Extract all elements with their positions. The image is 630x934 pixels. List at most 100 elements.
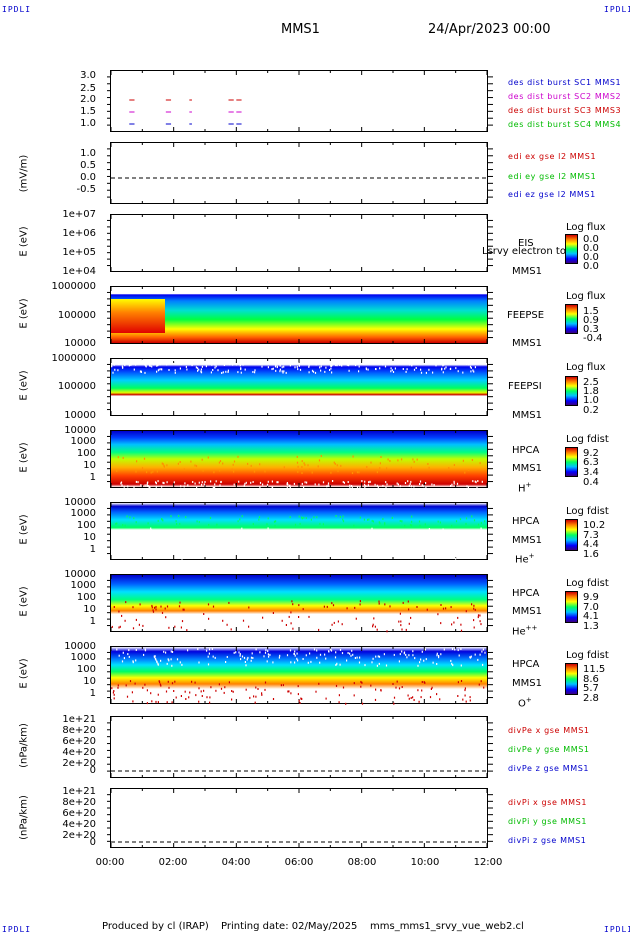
spectrogram-pixel bbox=[152, 470, 154, 473]
spectrogram-pixel bbox=[173, 359, 175, 361]
spectrogram-pixel bbox=[116, 522, 118, 525]
spectrogram-pixel bbox=[259, 481, 262, 484]
spectrogram-pixel bbox=[364, 483, 366, 486]
spectrogram-pixel bbox=[308, 371, 310, 374]
spectrogram-pixel bbox=[293, 652, 295, 655]
spectrogram-pixel bbox=[451, 648, 454, 650]
spectrogram-pixel bbox=[205, 546, 207, 548]
spectrogram-pixel bbox=[156, 370, 158, 373]
spectrogram-pixel bbox=[115, 522, 117, 525]
spectrogram-pixel bbox=[389, 605, 391, 608]
spectrogram-pixel bbox=[314, 483, 316, 486]
spectrogram-pixel bbox=[308, 364, 310, 367]
spectrogram-pixel bbox=[226, 656, 228, 658]
spectrogram-pixel bbox=[216, 523, 218, 526]
p3-ytick-1e4: 1e+04 bbox=[62, 266, 96, 277]
p11-legend-x: divPi x gse MMS1 bbox=[508, 798, 588, 807]
p7-cb-v1: 7.3 bbox=[583, 530, 599, 541]
spectrogram-pixel bbox=[151, 365, 153, 368]
spectrogram-pixel bbox=[179, 461, 181, 463]
p5-ytick-1e4: 10000 bbox=[64, 410, 96, 421]
p4-ytick-1e4: 10000 bbox=[64, 338, 96, 349]
spectrogram-pixel bbox=[228, 681, 230, 684]
spectrogram-pixel bbox=[255, 648, 257, 651]
spectrogram-pixel bbox=[326, 485, 328, 488]
xtick-0600: 06:00 bbox=[284, 857, 314, 868]
spectrogram-pixel bbox=[329, 369, 331, 371]
spectrogram-pixel bbox=[386, 483, 388, 486]
spectrogram-pixel bbox=[251, 652, 253, 655]
spectrogram-pixel bbox=[267, 361, 270, 364]
spectrogram-pixel bbox=[413, 460, 415, 463]
spectrogram-pixel bbox=[392, 371, 395, 373]
spectrogram-pixel bbox=[221, 372, 223, 374]
spectrogram-pixel bbox=[332, 604, 335, 607]
panel-hpca-he2 bbox=[110, 574, 488, 632]
p6-cb-v3: 0.4 bbox=[583, 477, 599, 488]
spectrogram-pixel bbox=[436, 652, 438, 655]
spectrogram-pixel bbox=[408, 654, 410, 657]
spectrogram-pixel bbox=[191, 364, 193, 367]
p4-ytitle: E (eV) bbox=[18, 298, 30, 329]
spectrogram-pixel bbox=[482, 663, 484, 666]
spectrogram-pixel bbox=[451, 483, 453, 486]
p7-ytick-1e1: 10 bbox=[83, 532, 96, 543]
spectrogram-pixel bbox=[311, 471, 313, 474]
spectrogram-pixel bbox=[232, 690, 234, 693]
spectrogram-pixel bbox=[155, 700, 157, 703]
spectrogram-pixel bbox=[275, 369, 277, 372]
spectrogram-pixel bbox=[171, 682, 174, 685]
spectrogram-pixel bbox=[201, 365, 203, 368]
spectrogram-pixel bbox=[178, 605, 181, 608]
p2-ytick-0.0: 0.0 bbox=[80, 172, 96, 183]
spectrogram-pixel bbox=[227, 369, 229, 372]
spectrogram-pixel bbox=[436, 663, 438, 665]
spectrogram-pixel bbox=[353, 694, 355, 697]
spectrogram-pixel bbox=[358, 370, 360, 373]
spectrogram-pixel bbox=[316, 649, 318, 652]
spectrogram-pixel bbox=[127, 485, 129, 488]
spectrogram-pixel bbox=[123, 657, 125, 660]
spectrogram-pixel bbox=[292, 627, 294, 630]
spectrogram-pixel bbox=[397, 483, 399, 486]
spectrogram-pixel bbox=[380, 556, 382, 559]
spectrogram-pixel bbox=[458, 654, 460, 657]
spectrogram-pixel bbox=[376, 664, 378, 667]
p4-cb-v3: -0.4 bbox=[583, 333, 603, 344]
spectrogram-pixel bbox=[161, 518, 163, 521]
spectrogram-pixel bbox=[349, 484, 351, 487]
spectrogram-pixel bbox=[365, 485, 367, 488]
spectrogram-pixel bbox=[203, 483, 205, 486]
spectrogram-pixel bbox=[166, 701, 168, 704]
spectrogram-pixel bbox=[429, 696, 432, 699]
p5-colorbar-title: Log flux bbox=[566, 362, 606, 373]
p8-cb-v3: 1.3 bbox=[583, 621, 599, 632]
spectrogram-pixel bbox=[219, 460, 222, 463]
spectrogram-pixel bbox=[457, 681, 459, 684]
spectrogram-pixel bbox=[432, 661, 434, 664]
p9-colorbar bbox=[565, 663, 578, 695]
spectrogram-pixel bbox=[374, 698, 377, 701]
spectrogram-pixel bbox=[170, 658, 172, 661]
spectrogram-pixel bbox=[113, 606, 115, 608]
xtick-0200: 02:00 bbox=[158, 857, 188, 868]
p2-legend-ey: edi ey gse l2 MMS1 bbox=[508, 172, 597, 181]
spectrogram-pixel bbox=[177, 462, 179, 465]
spectrogram-pixel bbox=[286, 486, 288, 489]
spectrogram-pixel bbox=[272, 612, 274, 614]
spectrogram-pixel bbox=[420, 658, 422, 661]
p7-ytitle: E (eV) bbox=[18, 514, 30, 545]
spectrogram-pixel bbox=[416, 458, 418, 461]
p6-ytitle: E (eV) bbox=[18, 442, 30, 473]
spectrogram-pixel bbox=[412, 551, 414, 554]
p4-cb-v0: 1.5 bbox=[583, 306, 599, 317]
spectrogram-pixel bbox=[473, 519, 476, 522]
spectrogram-pixel bbox=[313, 648, 316, 651]
spectrogram-pixel bbox=[397, 360, 399, 363]
spectrogram-pixel bbox=[410, 480, 412, 483]
spectrogram-pixel bbox=[391, 369, 393, 372]
spectrogram-pixel bbox=[245, 481, 247, 484]
spectrogram-pixel bbox=[462, 371, 464, 374]
spectrogram-pixel bbox=[195, 694, 197, 697]
